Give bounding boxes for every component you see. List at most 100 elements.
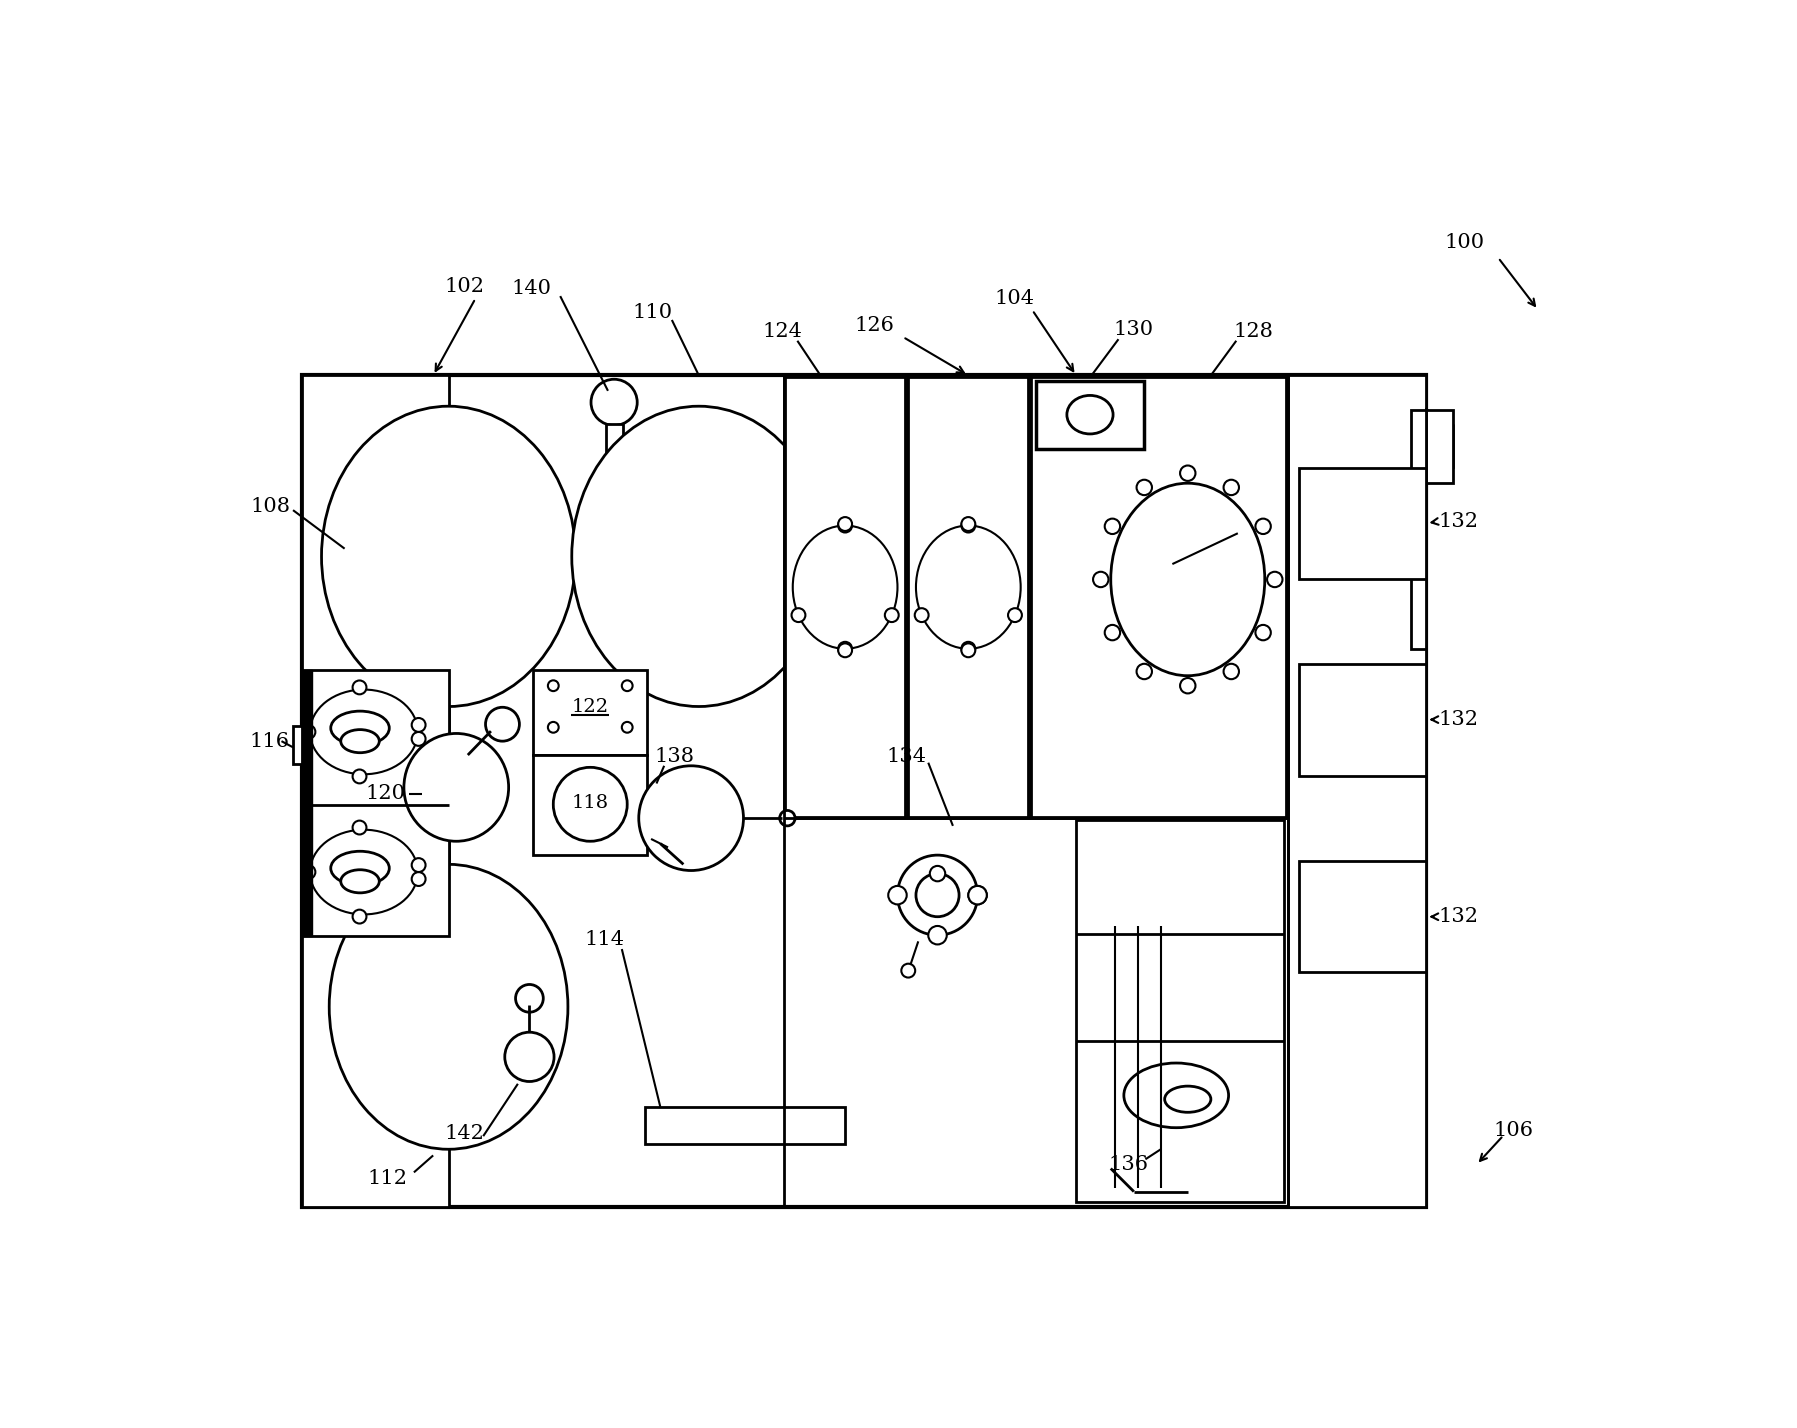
Text: 138: 138 xyxy=(654,747,694,765)
Circle shape xyxy=(548,723,559,733)
Circle shape xyxy=(352,770,367,784)
Text: 102: 102 xyxy=(444,277,483,297)
Bar xyxy=(1299,468,1427,580)
Circle shape xyxy=(1105,625,1120,640)
Circle shape xyxy=(969,885,987,904)
Bar xyxy=(302,376,449,1207)
Circle shape xyxy=(929,865,945,881)
Circle shape xyxy=(1136,480,1152,496)
Circle shape xyxy=(622,723,633,733)
Circle shape xyxy=(915,608,929,623)
Bar xyxy=(1037,381,1145,448)
Ellipse shape xyxy=(331,851,390,885)
Circle shape xyxy=(837,644,852,657)
Ellipse shape xyxy=(940,585,983,613)
Circle shape xyxy=(302,865,314,880)
Bar xyxy=(293,725,302,764)
Text: 126: 126 xyxy=(854,316,895,334)
Bar xyxy=(606,424,622,468)
Text: 116: 116 xyxy=(250,731,289,751)
Ellipse shape xyxy=(792,526,897,648)
Text: 132: 132 xyxy=(1438,710,1477,730)
Text: 124: 124 xyxy=(762,323,801,341)
Bar xyxy=(1427,410,1454,483)
Text: 104: 104 xyxy=(994,288,1035,308)
Circle shape xyxy=(929,925,947,944)
Bar xyxy=(645,1107,845,1144)
Circle shape xyxy=(837,517,852,531)
Text: 134: 134 xyxy=(886,747,927,765)
Text: 132: 132 xyxy=(1438,907,1477,927)
Circle shape xyxy=(961,518,976,533)
Circle shape xyxy=(352,910,367,924)
Bar xyxy=(1031,377,1287,817)
Ellipse shape xyxy=(916,526,1021,648)
Circle shape xyxy=(412,718,426,733)
Polygon shape xyxy=(1427,410,1454,483)
Bar xyxy=(1288,376,1427,1207)
Circle shape xyxy=(505,1032,553,1081)
Ellipse shape xyxy=(309,690,417,774)
Circle shape xyxy=(485,707,519,741)
Circle shape xyxy=(969,885,987,904)
Circle shape xyxy=(791,608,805,623)
Circle shape xyxy=(622,680,633,691)
Circle shape xyxy=(412,733,426,745)
Circle shape xyxy=(638,765,744,871)
Circle shape xyxy=(961,641,976,655)
Circle shape xyxy=(591,380,638,426)
Ellipse shape xyxy=(309,830,417,914)
Text: 120: 120 xyxy=(365,784,406,803)
Ellipse shape xyxy=(1067,396,1112,434)
Circle shape xyxy=(1136,664,1152,680)
Circle shape xyxy=(961,644,976,657)
Circle shape xyxy=(897,855,978,935)
Text: 106: 106 xyxy=(1493,1121,1533,1140)
Circle shape xyxy=(1256,518,1270,534)
Circle shape xyxy=(302,725,314,738)
Ellipse shape xyxy=(936,547,1001,590)
Bar xyxy=(534,755,647,855)
Text: 142: 142 xyxy=(444,1124,483,1144)
Ellipse shape xyxy=(331,711,390,745)
Bar xyxy=(302,376,1427,1207)
Ellipse shape xyxy=(571,406,827,707)
Text: 128: 128 xyxy=(1233,323,1272,341)
Circle shape xyxy=(837,518,852,533)
Circle shape xyxy=(412,858,426,873)
Text: 122: 122 xyxy=(571,697,609,715)
Text: 118: 118 xyxy=(571,794,609,811)
Circle shape xyxy=(412,873,426,885)
Circle shape xyxy=(961,517,976,531)
Ellipse shape xyxy=(1164,1087,1211,1112)
Bar xyxy=(1076,821,1285,1201)
Text: 108: 108 xyxy=(252,497,291,516)
Bar xyxy=(783,376,1288,818)
Bar xyxy=(907,377,1028,817)
Text: 100: 100 xyxy=(1445,233,1484,251)
Ellipse shape xyxy=(341,730,379,753)
Ellipse shape xyxy=(329,864,568,1150)
Circle shape xyxy=(1224,480,1238,496)
Text: 130: 130 xyxy=(1114,320,1154,338)
Circle shape xyxy=(916,874,960,917)
Bar xyxy=(1299,664,1427,775)
Circle shape xyxy=(1256,625,1270,640)
Circle shape xyxy=(884,608,898,623)
Circle shape xyxy=(837,641,852,655)
Text: 136: 136 xyxy=(1109,1155,1148,1174)
Text: 132: 132 xyxy=(1438,513,1477,531)
Circle shape xyxy=(1181,466,1195,481)
Ellipse shape xyxy=(1111,483,1265,675)
Ellipse shape xyxy=(322,406,575,707)
Circle shape xyxy=(780,811,794,825)
Text: 110: 110 xyxy=(633,303,672,321)
Circle shape xyxy=(516,984,543,1012)
Ellipse shape xyxy=(1123,1062,1229,1128)
Circle shape xyxy=(888,885,907,904)
Ellipse shape xyxy=(812,547,877,590)
Bar xyxy=(534,670,647,755)
Bar xyxy=(302,670,311,935)
Bar xyxy=(302,670,449,935)
Circle shape xyxy=(1267,571,1283,587)
